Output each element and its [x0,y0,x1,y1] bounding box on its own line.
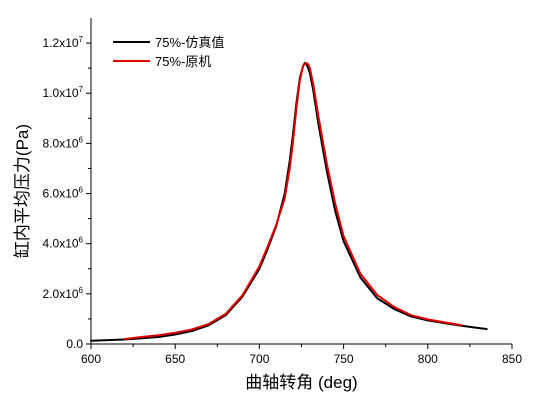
series-line-2 [123,62,463,340]
x-tick-label: 600 [81,352,101,366]
legend: 75%-仿真值 75%-原机 [113,35,224,69]
y-tick-label: 0.0 [66,337,83,351]
y-tick-label: 1.0x107 [43,85,84,100]
series-lines [90,62,488,342]
y-tick-label: 4.0x106 [43,236,84,251]
x-tick-label: 700 [249,352,269,366]
legend-label-1: 75%-仿真值 [155,35,224,50]
x-tick-label: 650 [165,352,185,366]
y-tick-label: 6.0x106 [43,186,84,201]
y-tick-label: 2.0x106 [43,286,84,301]
series-line-1 [90,62,488,342]
y-tick-label: 8.0x106 [43,135,84,150]
ticks: 600 650 700 750 800 850 0.0 2.0x106 4.0x106 6.0x1… [43,35,523,366]
x-tick-label: 750 [334,352,354,366]
x-axis-title: 曲轴转角 (deg) [245,373,357,392]
x-tick-label: 850 [502,352,522,366]
x-tick-label: 800 [418,352,438,366]
legend-label-2: 75%-原机 [155,54,211,69]
y-tick-label: 1.2x107 [43,35,84,50]
y-axis-title: 缸内平均压力(Pa) [12,124,32,258]
